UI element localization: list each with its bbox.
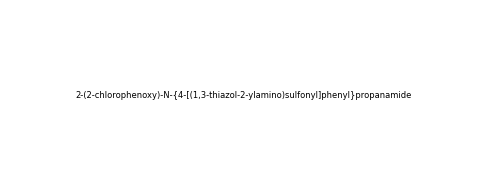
Text: 2-(2-chlorophenoxy)-N-{4-[(1,3-thiazol-2-ylamino)sulfonyl]phenyl}propanamide: 2-(2-chlorophenoxy)-N-{4-[(1,3-thiazol-2… bbox=[76, 92, 412, 100]
